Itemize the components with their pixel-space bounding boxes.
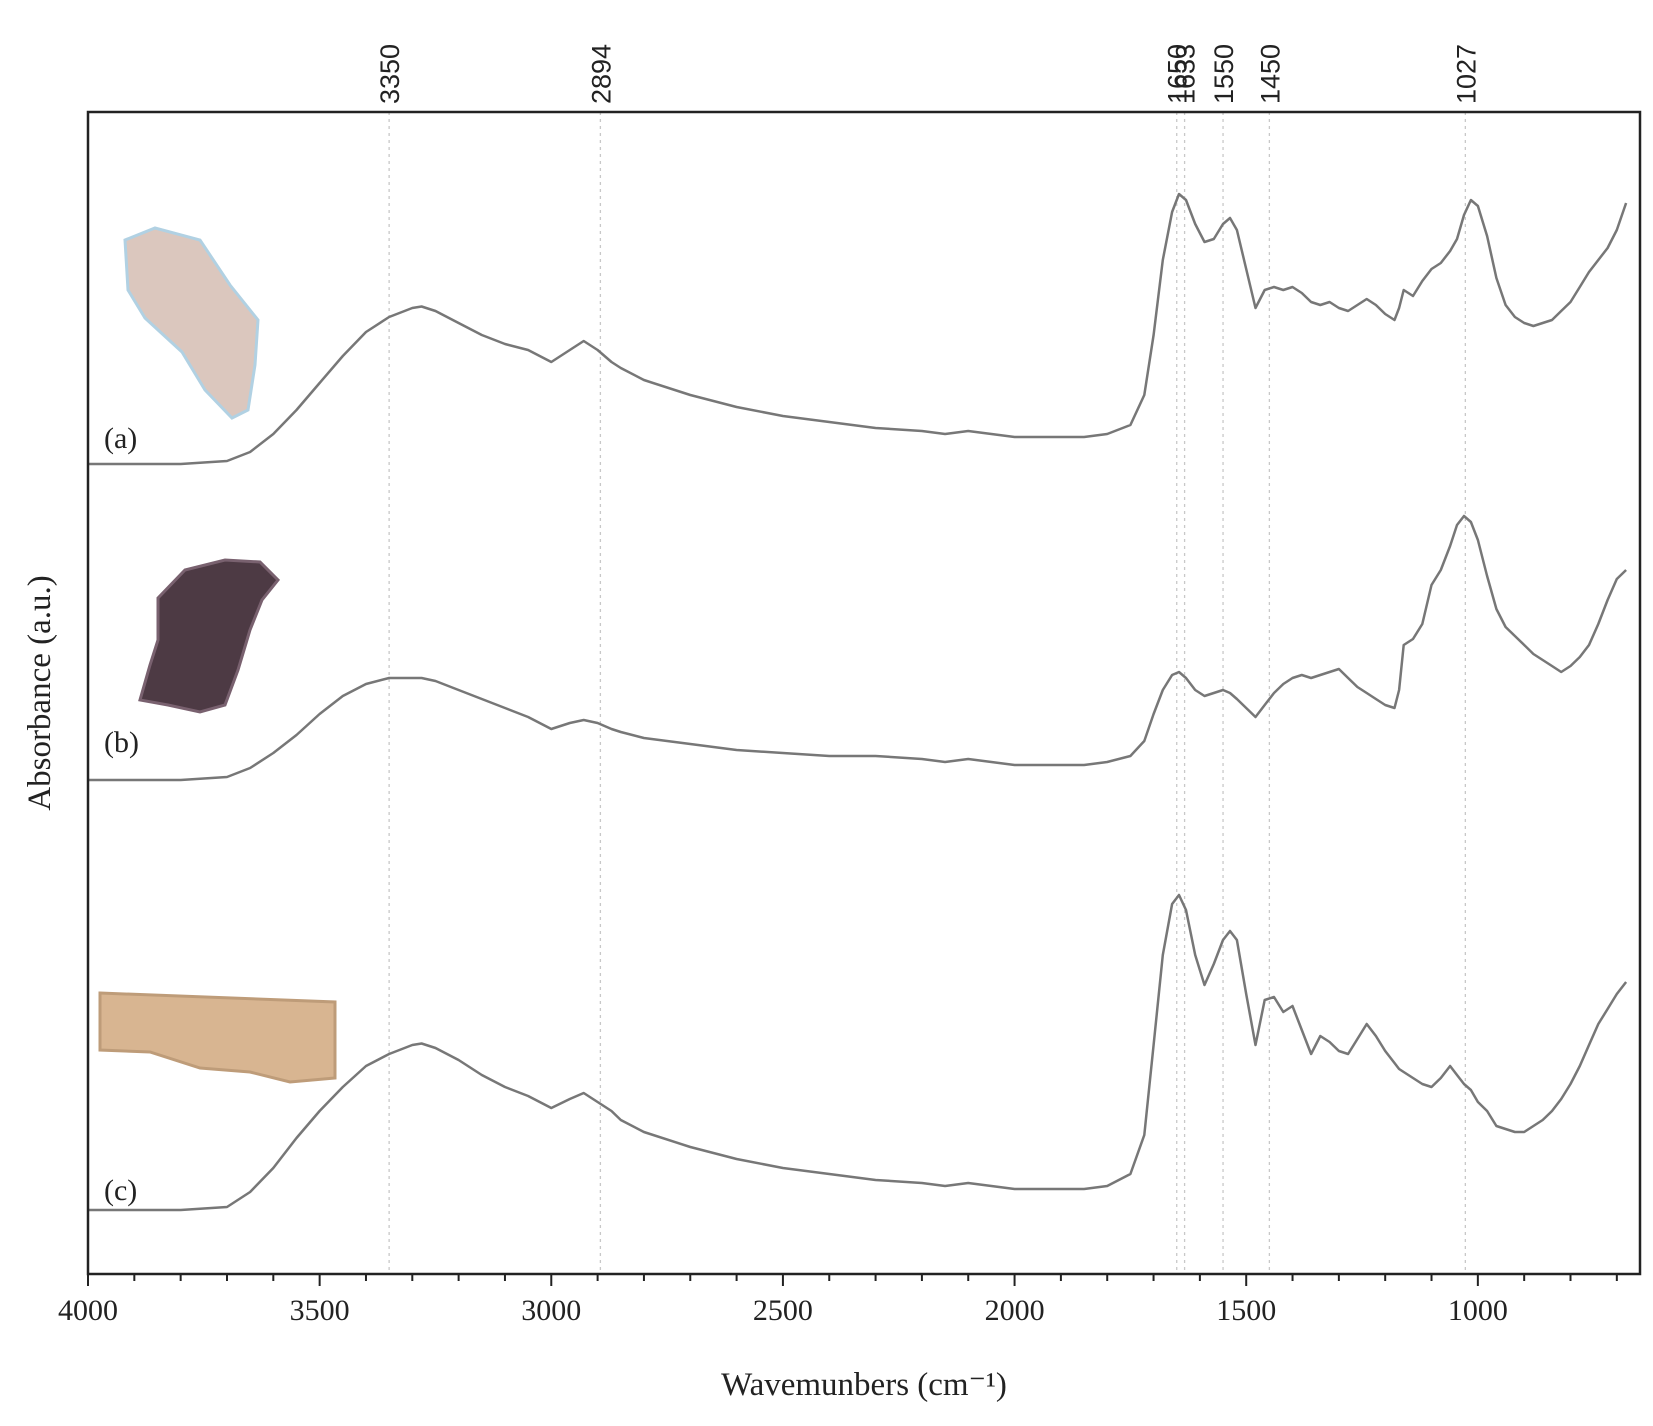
peak-label: 1633 (1171, 44, 1201, 104)
x-tick-label: 2000 (985, 1294, 1045, 1327)
peak-label: 1027 (1451, 44, 1481, 104)
peak-label: 1550 (1209, 44, 1239, 104)
peak-label: 2894 (586, 44, 616, 104)
sample-photos (98, 226, 337, 1084)
spectra: (a) (b) (c) (88, 192, 1628, 1212)
sample-photo (123, 226, 260, 420)
x-tick-label: 4000 (58, 1294, 118, 1327)
reference-lines (388, 112, 1466, 1274)
series-label: (b) (104, 726, 139, 759)
sample-photo (98, 991, 337, 1084)
series-label: (c) (104, 1174, 137, 1207)
x-tick-label: 1500 (1216, 1294, 1276, 1327)
y-axis-title: Absorbance (a.u.) (22, 575, 58, 810)
plot-frame (86, 110, 1642, 1276)
series-label: (a) (104, 422, 137, 455)
spectrum-line (88, 893, 1628, 1212)
x-axis-ticks: 4000 3500 3000 2500 2000 1500 1000 (58, 1274, 1618, 1327)
x-axis-title: Wavemunbers (cm⁻¹) (721, 1367, 1007, 1403)
peak-label: 3350 (375, 44, 405, 104)
peak-label: 1650 (1163, 44, 1193, 104)
x-tick-label: 3500 (290, 1294, 350, 1327)
peak-label: 1450 (1255, 44, 1285, 104)
spectrum-line (88, 514, 1627, 782)
spectrum-line (88, 192, 1628, 466)
x-tick-label: 2500 (753, 1294, 813, 1327)
x-tick-label: 3000 (521, 1294, 581, 1327)
x-tick-label: 1000 (1448, 1294, 1508, 1327)
sample-photo (138, 558, 281, 714)
